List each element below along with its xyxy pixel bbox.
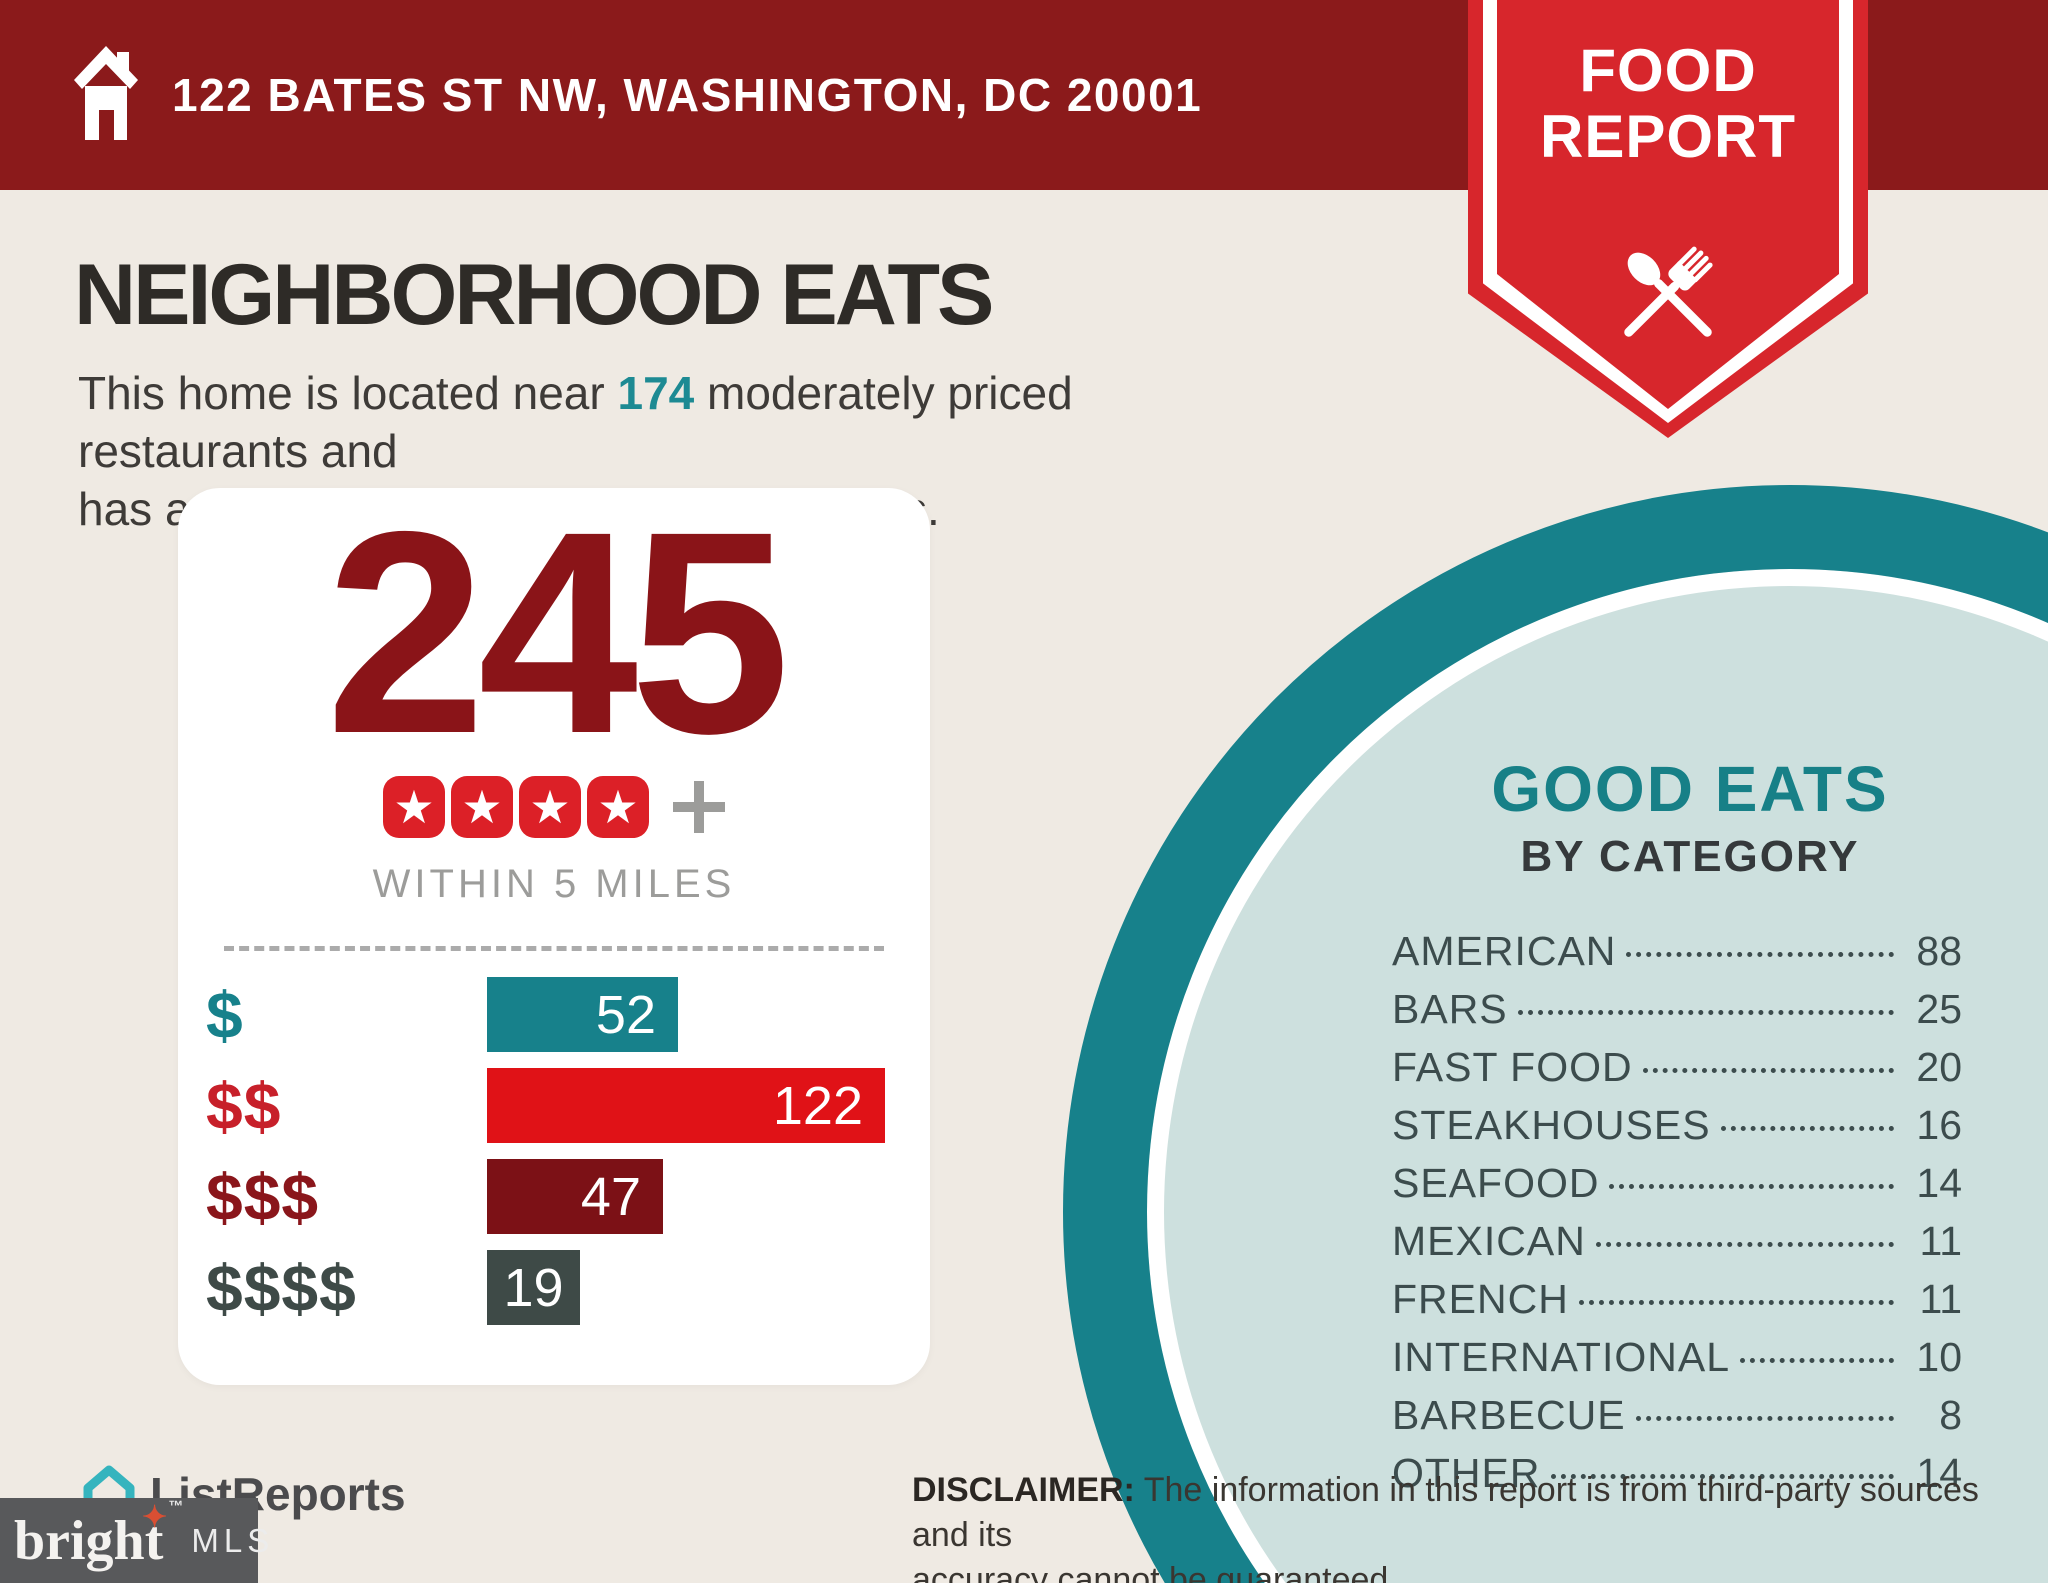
category-count: 11 — [1919, 1218, 1962, 1264]
star-glyph: ★ — [393, 781, 435, 833]
price-tier-row: $$ 122 — [206, 1068, 906, 1143]
dotted-leader — [1550, 1474, 1894, 1479]
plus-icon — [673, 781, 725, 833]
category-row: AMERICAN 88 — [1392, 928, 1962, 986]
good-eats-header: GOOD EATS BY CATEGORY — [1400, 752, 1980, 882]
dotted-leader — [1578, 1300, 1894, 1305]
price-tier-bar: 19 — [487, 1250, 580, 1325]
good-eats-title: GOOD EATS — [1491, 753, 1889, 825]
star-icon: ★ — [451, 776, 513, 838]
good-eats-subtitle: BY CATEGORY — [1520, 832, 1860, 881]
restaurant-count-highlight: 174 — [617, 367, 695, 419]
bright-mls-logo: bright ✦ ™ MLS — [0, 1498, 269, 1583]
price-tier-label: $$$ — [206, 1159, 320, 1234]
home-icon — [72, 44, 140, 147]
price-tier-bar: 52 — [487, 977, 678, 1052]
page-title: NEIGHBORHOOD EATS — [74, 247, 994, 343]
within-radius-label: WITHIN 5 MILES — [372, 862, 736, 906]
category-count: 25 — [1916, 986, 1962, 1032]
category-row: OTHER 14 — [1392, 1450, 1962, 1508]
star-boxes: ★ ★ ★ ★ — [383, 776, 649, 838]
category-row: BARS 25 — [1392, 986, 1962, 1044]
restaurant-summary-card: 245 ★ ★ ★ ★ WITHIN 5 MILES $ — [178, 488, 930, 1385]
category-row: INTERNATIONAL 10 — [1392, 1334, 1962, 1392]
category-count: 8 — [1939, 1392, 1962, 1438]
category-count: 14 — [1916, 1450, 1962, 1496]
bright-label: bright — [14, 1509, 164, 1572]
total-restaurant-count: 245 — [325, 472, 791, 794]
star-glyph: ★ — [529, 781, 571, 833]
bright-wordmark: bright ✦ ™ — [14, 1499, 183, 1572]
disclaimer-text-line1: The information in this report is from t… — [912, 1471, 1979, 1554]
subtitle-text: This home is located near — [78, 367, 618, 419]
star-glyph: ★ — [461, 781, 503, 833]
price-tier-bar: 47 — [487, 1159, 663, 1234]
category-row: FRENCH 11 — [1392, 1276, 1962, 1334]
category-label: INTERNATIONAL — [1392, 1334, 1730, 1380]
star-glyph: ★ — [597, 781, 639, 833]
category-label: BARS — [1392, 986, 1508, 1032]
price-tier-label: $ — [206, 977, 244, 1052]
price-tier-row: $$$$ 19 — [206, 1250, 906, 1325]
category-count: 10 — [1916, 1334, 1962, 1380]
price-tier-bar-chart: $ 52 $$ 122 $$$ 47 — [206, 977, 906, 1341]
disclaimer-text-line2: accuracy cannot be guaranteed. — [912, 1561, 1398, 1583]
ribbon-title: FOOD REPORT — [1468, 38, 1868, 170]
ribbon-title-line2: REPORT — [1539, 103, 1797, 170]
food-report-ribbon: FOOD REPORT — [1468, 0, 1868, 438]
category-row: SEAFOOD 14 — [1392, 1160, 1962, 1218]
category-row: STEAKHOUSES 16 — [1392, 1102, 1962, 1160]
category-count: 14 — [1916, 1160, 1962, 1206]
price-tier-row: $ 52 — [206, 977, 906, 1052]
price-tier-bar: 122 — [487, 1068, 885, 1143]
price-tier-value: 122 — [772, 1075, 863, 1136]
category-list: AMERICAN 88 BARS 25 FAST FOOD 20 STEAKHO… — [1392, 928, 1962, 1508]
category-row: BARBECUE 8 — [1392, 1392, 1962, 1450]
category-label: STEAKHOUSES — [1392, 1102, 1711, 1148]
price-tier-row: $$$ 47 — [206, 1159, 906, 1234]
subtitle-text: moderately priced restaurants and — [78, 367, 1073, 477]
sparkle-icon: ✦ — [142, 1500, 168, 1534]
price-tier-label: $$ — [206, 1068, 282, 1143]
dotted-leader — [1642, 1068, 1894, 1073]
price-tier-value: 52 — [595, 984, 656, 1045]
category-count: 11 — [1919, 1276, 1962, 1322]
category-label: FAST FOOD — [1392, 1044, 1633, 1090]
dotted-leader — [1517, 1010, 1894, 1015]
property-address: 122 BATES ST NW, WASHINGTON, DC 20001 — [172, 69, 1203, 121]
star-rating: ★ ★ ★ ★ — [178, 776, 930, 838]
star-icon: ★ — [383, 776, 445, 838]
price-tier-value: 19 — [503, 1257, 564, 1318]
category-label: AMERICAN — [1392, 928, 1617, 974]
category-label: FRENCH — [1392, 1276, 1569, 1322]
mls-label: MLS — [191, 1521, 275, 1559]
star-icon: ★ — [587, 776, 649, 838]
category-row: FAST FOOD 20 — [1392, 1044, 1962, 1102]
category-label: SEAFOOD — [1392, 1160, 1600, 1206]
star-icon: ★ — [519, 776, 581, 838]
category-label: OTHER — [1392, 1450, 1541, 1496]
dotted-leader — [1740, 1358, 1894, 1363]
category-label: BARBECUE — [1392, 1392, 1626, 1438]
fork-and-spoon-icon — [1593, 218, 1743, 373]
dashed-divider — [224, 946, 884, 951]
price-tier-label: $$$$ — [206, 1250, 357, 1325]
trademark-symbol: ™ — [168, 1497, 184, 1515]
price-tier-value: 47 — [580, 1166, 641, 1227]
category-count: 16 — [1916, 1102, 1962, 1148]
category-label: MEXICAN — [1392, 1218, 1586, 1264]
dotted-leader — [1609, 1184, 1894, 1189]
category-count: 20 — [1916, 1044, 1962, 1090]
disclaimer: DISCLAIMER: The information in this repo… — [912, 1468, 2022, 1583]
category-row: MEXICAN 11 — [1392, 1218, 1962, 1276]
dotted-leader — [1635, 1416, 1894, 1421]
ribbon-title-line1: FOOD — [1579, 37, 1757, 104]
dotted-leader — [1720, 1126, 1894, 1131]
category-count: 88 — [1916, 928, 1962, 974]
disclaimer-label: DISCLAIMER: — [912, 1471, 1135, 1509]
dotted-leader — [1626, 952, 1894, 957]
dotted-leader — [1595, 1242, 1894, 1247]
